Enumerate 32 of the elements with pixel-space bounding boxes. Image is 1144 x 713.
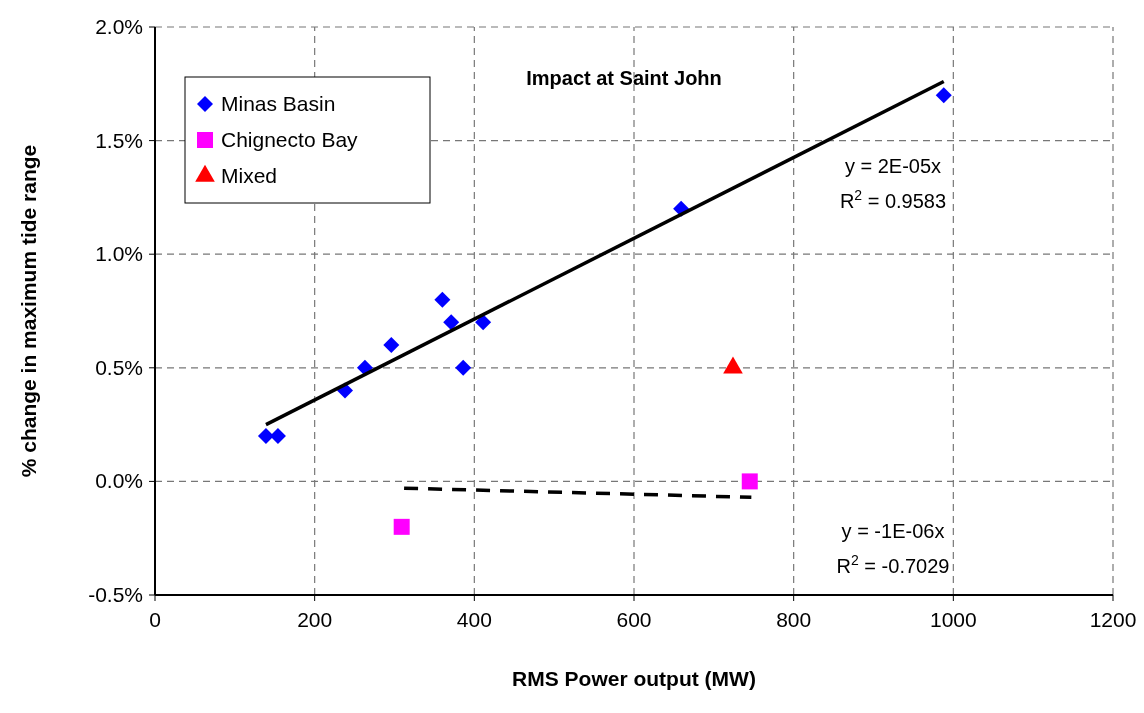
point xyxy=(741,473,758,490)
x-axis-title: RMS Power output (MW) xyxy=(512,667,756,690)
y-tick-label: 1.5% xyxy=(95,128,143,152)
x-tick-label: 1200 xyxy=(1089,608,1137,631)
annotation: R$^{2}$ = -0.7029 xyxy=(836,552,950,577)
x-tick-label: 1000 xyxy=(929,608,977,631)
legend-label: Minas Basin xyxy=(221,92,336,115)
y-axis-title: % change in maximum tide range xyxy=(17,144,40,478)
y-tick-label: 1.0% xyxy=(95,242,143,266)
point xyxy=(935,87,952,104)
y-tick-label: 0.5% xyxy=(95,355,143,379)
point xyxy=(475,314,492,331)
annotation: y = -1E-06x xyxy=(841,520,945,542)
x-tick-label: 600 xyxy=(616,608,652,631)
y-tick-label: -0.5% xyxy=(88,583,143,606)
y-tick-label: 2.0% xyxy=(95,15,143,38)
x-tick-label: 400 xyxy=(456,608,492,631)
point xyxy=(443,314,460,331)
annotation: R$^{2}$ = 0.9583 xyxy=(839,187,947,212)
point xyxy=(434,291,451,308)
x-tick-label: 0 xyxy=(149,608,161,631)
point xyxy=(257,427,274,444)
y-tick-label: 0.0% xyxy=(95,469,143,493)
point xyxy=(383,337,400,354)
point xyxy=(393,518,410,535)
annotation: y = 2E-05x xyxy=(844,155,942,177)
text: Impact at Saint John xyxy=(526,67,722,89)
x-tick-label: 800 xyxy=(776,608,812,631)
x-tick-label: 200 xyxy=(297,608,333,631)
legend-label: Chignecto Bay xyxy=(221,128,359,151)
legend-label: Mixed xyxy=(221,164,278,187)
point xyxy=(455,359,472,376)
